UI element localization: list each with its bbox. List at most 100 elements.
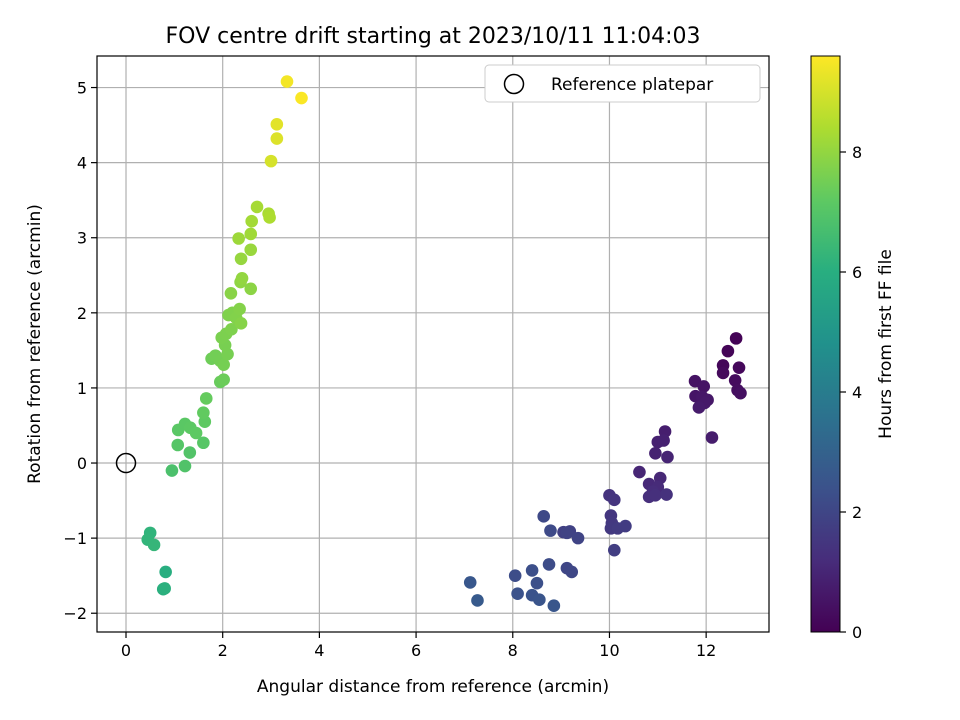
data-point bbox=[571, 531, 585, 545]
data-point bbox=[270, 118, 284, 131]
data-point bbox=[225, 323, 238, 336]
y-tick-label: −2 bbox=[63, 604, 87, 623]
colorbar-tick-label: 4 bbox=[852, 383, 862, 402]
data-point bbox=[263, 211, 276, 224]
data-point bbox=[560, 526, 574, 540]
data-point bbox=[224, 287, 238, 300]
data-point bbox=[235, 271, 249, 285]
data-point bbox=[661, 450, 674, 464]
data-point bbox=[619, 519, 632, 533]
x-axis-ticks: 0 2 4 6 8 10 12 bbox=[121, 632, 716, 660]
y-tick-label: −1 bbox=[63, 529, 87, 548]
y-tick-label: 1 bbox=[77, 379, 87, 398]
data-point bbox=[607, 493, 621, 507]
data-point bbox=[565, 565, 579, 579]
data-point bbox=[508, 569, 522, 582]
colorbar-label: Hours from first FF file bbox=[876, 249, 896, 439]
colorbar-tick-label: 2 bbox=[852, 503, 862, 522]
legend: Reference platepar bbox=[484, 64, 761, 103]
data-point bbox=[716, 366, 730, 380]
x-tick-label: 10 bbox=[599, 641, 619, 660]
data-point bbox=[732, 361, 746, 374]
chart-title: FOV centre drift starting at 2023/10/11 … bbox=[166, 24, 701, 49]
reference-marker bbox=[115, 452, 137, 474]
colorbar-tick-label: 0 bbox=[852, 623, 862, 642]
data-point bbox=[147, 538, 161, 552]
data-point bbox=[244, 282, 258, 296]
data-point bbox=[270, 132, 284, 145]
colorbar: 0 2 4 6 8 Hours from first FF file bbox=[810, 55, 896, 642]
x-tick-label: 12 bbox=[696, 641, 716, 660]
data-point bbox=[280, 75, 294, 88]
x-axis-label: Angular distance from reference (arcmin) bbox=[257, 677, 609, 697]
data-point bbox=[537, 510, 551, 523]
x-tick-label: 4 bbox=[314, 641, 324, 660]
data-point bbox=[649, 489, 662, 502]
data-point bbox=[264, 154, 278, 168]
data-point bbox=[250, 200, 264, 214]
data-point bbox=[165, 464, 179, 477]
data-point bbox=[734, 386, 747, 400]
data-point bbox=[217, 358, 230, 371]
data-point bbox=[199, 392, 213, 405]
data-point bbox=[544, 524, 557, 537]
data-point bbox=[197, 406, 210, 420]
y-tick-label: 5 bbox=[77, 79, 87, 98]
data-point bbox=[178, 459, 192, 473]
legend-entry-reference-platepar: Reference platepar bbox=[551, 75, 713, 95]
data-point bbox=[158, 582, 171, 595]
colorbar-tick-label: 8 bbox=[852, 143, 862, 162]
data-point bbox=[542, 558, 556, 571]
data-point bbox=[705, 431, 719, 444]
data-point bbox=[159, 565, 172, 579]
data-point bbox=[171, 438, 185, 452]
data-point bbox=[244, 243, 258, 257]
data-point bbox=[728, 374, 742, 387]
data-point bbox=[633, 465, 646, 479]
colorbar-ticks: 0 2 4 6 8 bbox=[840, 143, 862, 642]
x-tick-label: 6 bbox=[411, 641, 421, 660]
y-tick-label: 4 bbox=[77, 154, 87, 173]
data-point bbox=[295, 91, 308, 105]
legend-marker bbox=[503, 73, 525, 95]
data-point bbox=[463, 576, 477, 589]
data-point bbox=[660, 488, 673, 501]
data-point bbox=[232, 232, 245, 245]
data-point bbox=[197, 436, 210, 450]
data-point bbox=[525, 564, 539, 577]
y-axis-ticks: −2 −1 0 1 2 3 4 5 bbox=[63, 79, 97, 623]
data-point bbox=[721, 344, 735, 358]
data-point bbox=[649, 446, 662, 460]
data-point bbox=[245, 214, 259, 228]
data-point bbox=[533, 593, 546, 607]
x-tick-label: 0 bbox=[121, 641, 131, 660]
y-axis-label: Rotation from reference (arcmin) bbox=[25, 204, 45, 484]
data-point bbox=[183, 446, 197, 459]
data-point bbox=[471, 594, 484, 607]
colorbar-tick-label: 6 bbox=[852, 263, 862, 282]
x-tick-label: 2 bbox=[218, 641, 228, 660]
gridlines bbox=[97, 56, 769, 632]
data-point bbox=[234, 252, 248, 266]
colorbar-gradient bbox=[810, 55, 841, 633]
y-tick-label: 3 bbox=[77, 229, 87, 248]
data-point bbox=[234, 317, 248, 330]
data-point bbox=[244, 227, 258, 241]
data-point bbox=[189, 426, 203, 440]
data-point bbox=[233, 302, 246, 316]
data-point bbox=[547, 599, 561, 613]
data-point bbox=[511, 587, 524, 601]
plot-frame bbox=[96, 55, 770, 633]
data-point bbox=[697, 380, 711, 393]
y-tick-label: 2 bbox=[77, 304, 87, 323]
y-tick-label: 0 bbox=[77, 454, 87, 473]
data-points bbox=[141, 75, 747, 613]
data-point bbox=[729, 332, 743, 345]
data-point bbox=[530, 576, 544, 590]
x-tick-label: 8 bbox=[508, 641, 518, 660]
data-point bbox=[657, 434, 670, 447]
legend-box bbox=[484, 64, 761, 103]
data-point bbox=[217, 373, 230, 386]
data-point bbox=[607, 543, 621, 557]
